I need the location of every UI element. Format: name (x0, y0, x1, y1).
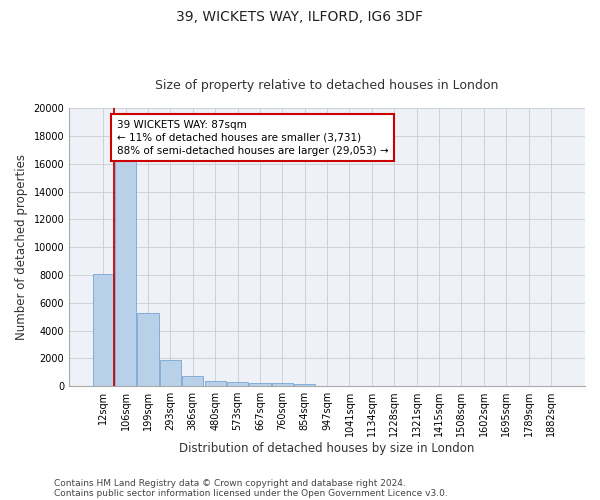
Bar (272, 384, 293, 386)
Bar (137, 312, 158, 386)
Bar (205, 381, 226, 386)
Y-axis label: Number of detached properties: Number of detached properties (15, 154, 28, 340)
Bar (249, 383, 271, 386)
Text: 39, WICKETS WAY, ILFORD, IG6 3DF: 39, WICKETS WAY, ILFORD, IG6 3DF (176, 10, 424, 24)
Bar (294, 384, 316, 386)
Bar (92, 274, 114, 386)
Title: Size of property relative to detached houses in London: Size of property relative to detached ho… (155, 79, 499, 92)
Bar (227, 382, 248, 386)
Bar (182, 376, 203, 386)
Bar (115, 156, 136, 386)
Text: Contains HM Land Registry data © Crown copyright and database right 2024.: Contains HM Land Registry data © Crown c… (54, 478, 406, 488)
Text: 39 WICKETS WAY: 87sqm
← 11% of detached houses are smaller (3,731)
88% of semi-d: 39 WICKETS WAY: 87sqm ← 11% of detached … (116, 120, 388, 156)
X-axis label: Distribution of detached houses by size in London: Distribution of detached houses by size … (179, 442, 475, 455)
Bar (160, 360, 181, 386)
Text: Contains public sector information licensed under the Open Government Licence v3: Contains public sector information licen… (54, 488, 448, 498)
